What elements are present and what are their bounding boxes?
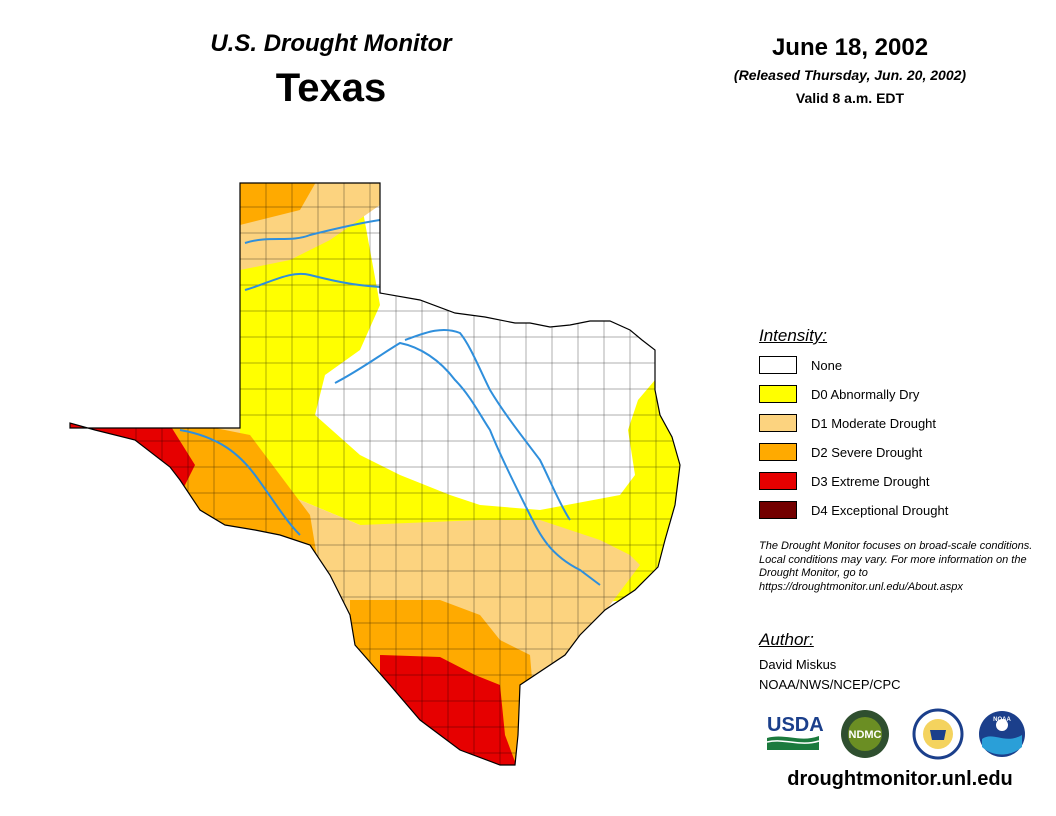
legend-item-d4: D4 Exceptional Drought — [759, 500, 948, 520]
legend-label: D2 Severe Drought — [811, 444, 923, 460]
author-heading: Author: — [759, 630, 814, 649]
author-organization: NOAA/NWS/NCEP/CPC — [759, 677, 901, 692]
legend-swatch — [759, 443, 797, 461]
website-url: droughtmonitor.unl.edu — [787, 768, 1013, 790]
valid-time: Valid 8 a.m. EDT — [795, 90, 905, 106]
noaa-logo: NOAA — [979, 711, 1025, 757]
legend-item-d3: D3 Extreme Drought — [759, 471, 930, 491]
texas-outline — [69, 182, 681, 766]
disclaimer-note: The Drought Monitor focuses on broad-sca… — [759, 540, 1033, 593]
svg-text:NOAA: NOAA — [993, 717, 1011, 723]
author-name: David Miskus — [759, 657, 837, 672]
map-date: June 18, 2002 — [771, 34, 929, 61]
drought-d0-area — [240, 195, 680, 605]
legend-item-d0: D0 Abnormally Dry — [759, 384, 919, 404]
legend-label: D3 Extreme Drought — [811, 473, 930, 489]
legend-label: D1 Moderate Drought — [811, 415, 937, 431]
monitor-title: U.S. Drought Monitor — [210, 30, 452, 57]
commerce-seal-logo — [912, 708, 964, 760]
usda-logo: USDA — [766, 714, 824, 750]
legend-item-d2: D2 Severe Drought — [759, 442, 922, 462]
legend-swatch — [759, 472, 797, 490]
legend-label: D4 Exceptional Drought — [811, 502, 949, 518]
legend-swatch — [759, 501, 797, 519]
svg-text:USDA: USDA — [767, 714, 824, 736]
legend-swatch — [759, 385, 797, 403]
legend-swatch — [759, 356, 797, 374]
legend-swatch — [759, 414, 797, 432]
legend-label: None — [811, 357, 843, 373]
release-date: (Released Thursday, Jun. 20, 2002) — [733, 67, 967, 83]
legend-heading: Intensity: — [759, 326, 828, 345]
drought-d2-panhandle-area — [240, 183, 320, 225]
ndmc-logo: NDMC — [841, 710, 889, 758]
agency-logos: USDA NDMC NOAA — [766, 708, 1025, 760]
texas-drought-map — [69, 182, 681, 766]
legend-item-d1: D1 Moderate Drought — [759, 413, 936, 433]
svg-text:NDMC: NDMC — [849, 729, 882, 741]
region-title: Texas — [275, 66, 387, 110]
legend-label: D0 Abnormally Dry — [811, 386, 920, 402]
legend-item-none: None — [759, 355, 842, 375]
